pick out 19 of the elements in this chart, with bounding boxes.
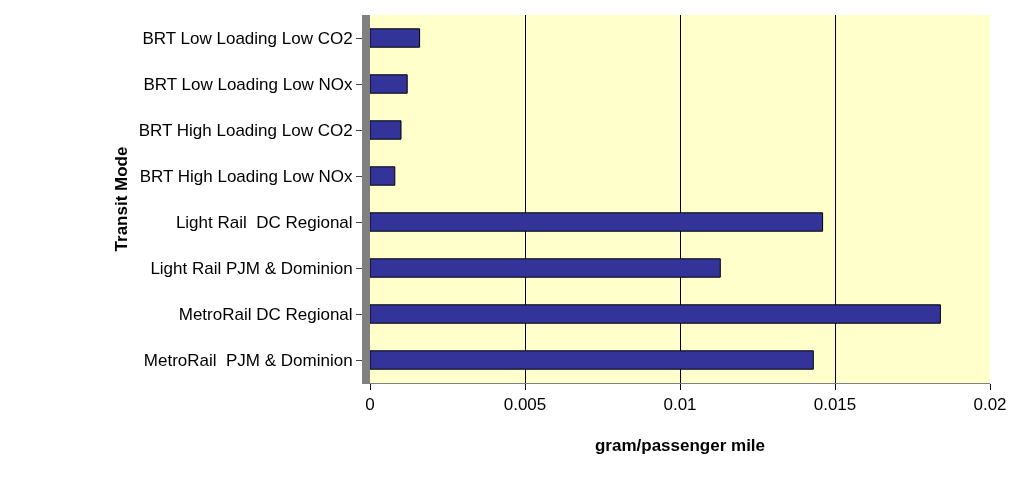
bar [370, 120, 402, 140]
y-tick-label: BRT Low Loading Low NOx [143, 74, 354, 94]
y-tick-label: BRT High Loading Low NOx [139, 166, 354, 186]
x-tick-label: 0.005 [503, 395, 547, 415]
bar [370, 28, 421, 48]
y-tick-label: MetroRail DC Regional [178, 304, 353, 324]
y-axis-title: Transit Mode [111, 146, 131, 252]
y-tick-label: BRT Low Loading Low CO2 [142, 28, 353, 48]
x-tick-label: 0.02 [973, 395, 1007, 415]
y-tick-label: Light Rail PJM & Dominion [150, 258, 353, 278]
x-axis-title: gram/passenger mile [594, 435, 766, 455]
x-tick-label: 0.01 [663, 395, 697, 415]
x-tick-label: 0 [365, 395, 375, 415]
y-tick-label: Light Rail DC Regional [175, 212, 353, 232]
bar [370, 74, 408, 94]
y-tick-label: BRT High Loading Low CO2 [138, 120, 353, 140]
x-tick-label: 0.015 [813, 395, 857, 415]
y-tick-label: MetroRail PJM & Dominion [143, 350, 353, 370]
bar [370, 166, 396, 186]
